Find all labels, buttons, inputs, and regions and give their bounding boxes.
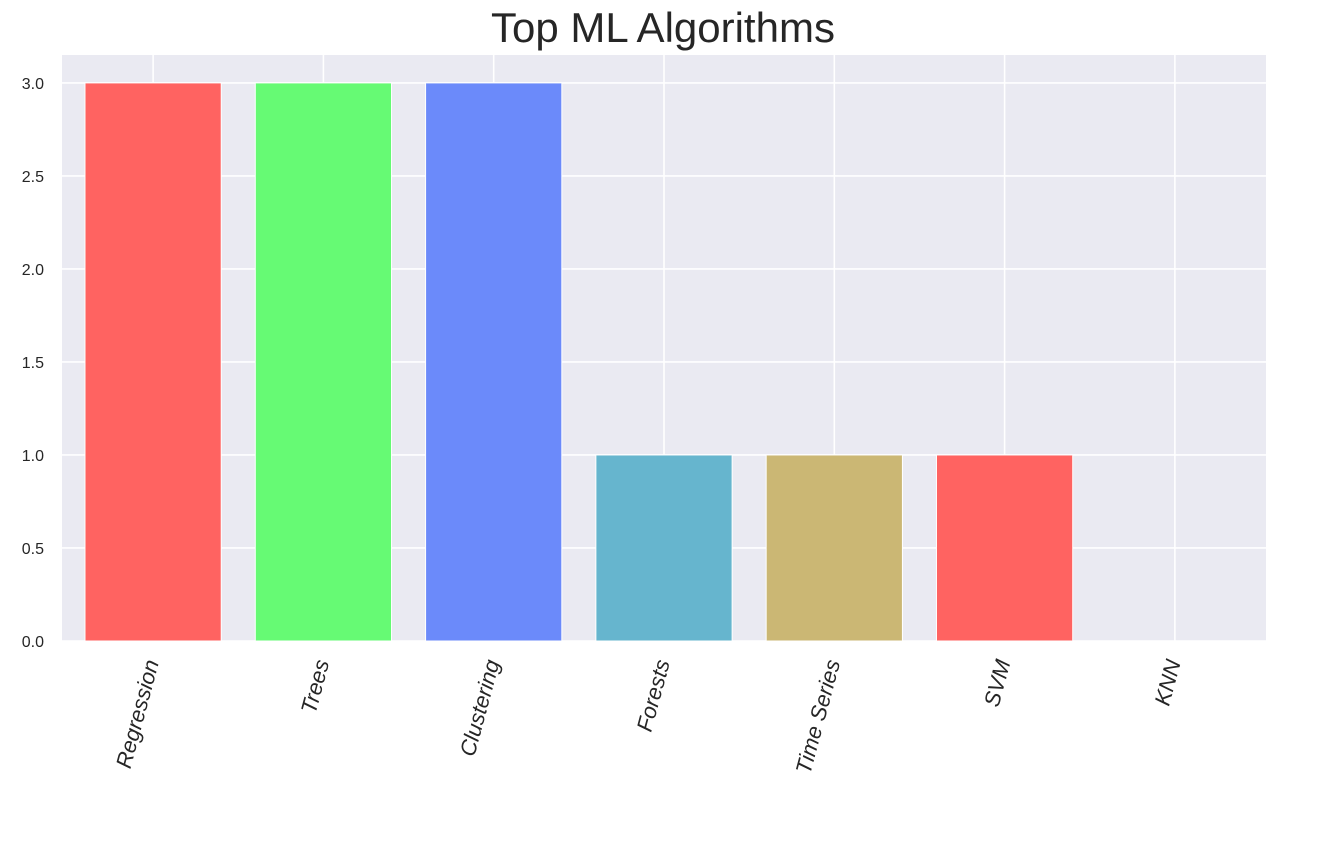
bar-svm [935, 454, 1074, 642]
chart-title: Top ML Algorithms [491, 4, 835, 51]
x-tick-label: Clustering [455, 656, 505, 759]
bar-time-series [765, 454, 903, 642]
x-tick-label: Regression [111, 657, 164, 771]
x-tick-label: SVM [979, 656, 1016, 709]
x-tick-label: Forests [632, 657, 675, 734]
bar-trees [254, 82, 393, 642]
bar-clustering [425, 82, 563, 642]
x-tick-label: Trees [296, 657, 334, 716]
y-tick-label: 3.0 [22, 76, 44, 93]
x-tick-label: Time Series [791, 657, 845, 777]
y-tick-label: 1.5 [22, 355, 44, 372]
bar-regression [84, 82, 222, 642]
y-tick-label: 2.5 [22, 169, 44, 186]
y-tick-label: 0.0 [22, 634, 44, 651]
y-tick-label: 0.5 [22, 541, 44, 558]
x-tick-label: KNN [1150, 657, 1186, 708]
y-tick-label: 2.0 [22, 262, 44, 279]
bar-forests [595, 454, 733, 642]
y-tick-label: 1.0 [22, 448, 44, 465]
plot-area: 0.0 0.5 1.0 1.5 2.0 2.5 3.0 Regression Trees Clus… [22, 55, 1266, 776]
